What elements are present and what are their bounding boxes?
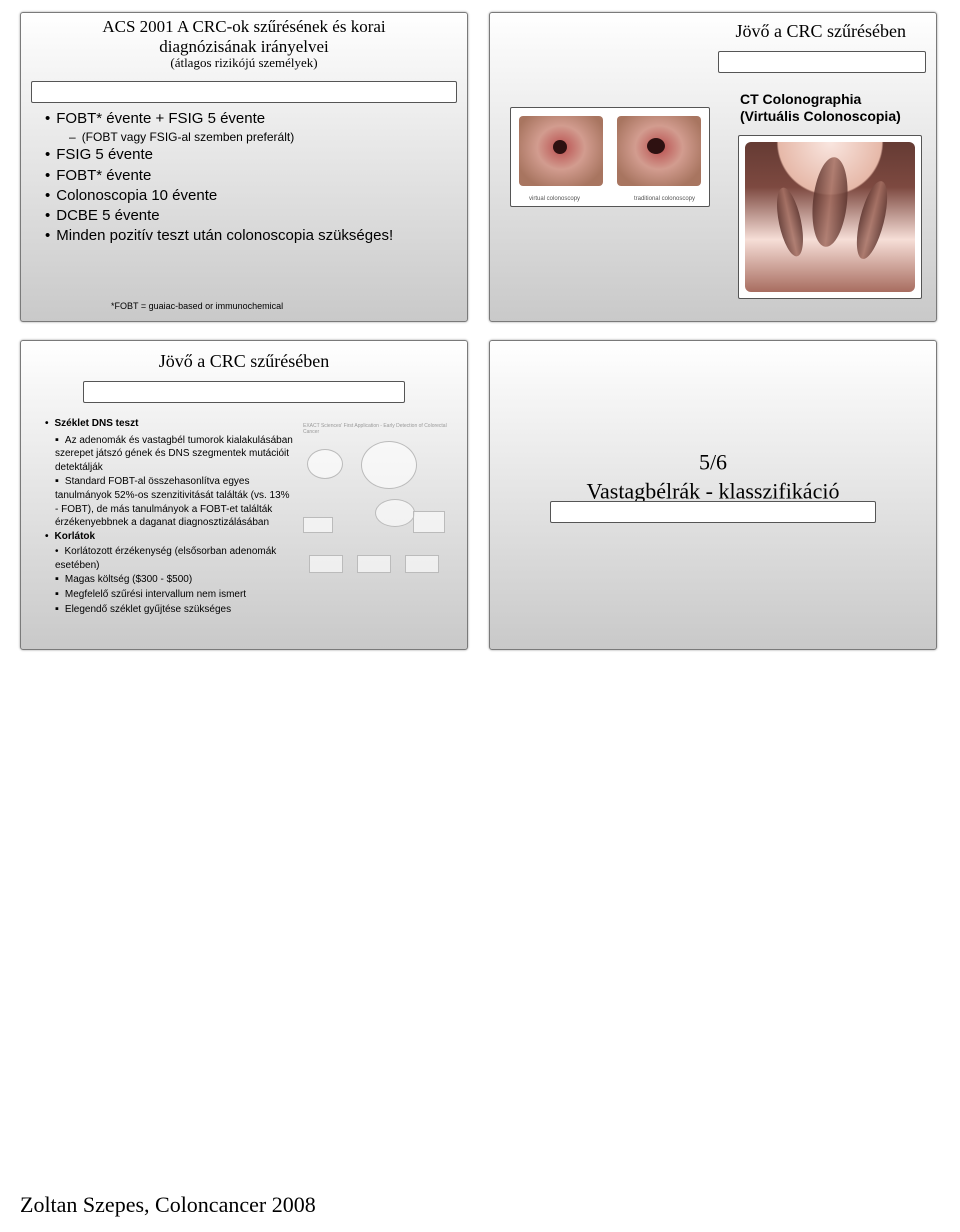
slide3-heading2: Korlátok — [45, 530, 295, 544]
title-bar — [31, 81, 457, 103]
slide3-content: Széklet DNS teszt Az adenomák és vastagb… — [45, 417, 295, 617]
slide1-list: FOBT* évente + FSIG 5 évente (FOBT vagy … — [45, 109, 455, 247]
diagram-caption: EXACT Sciences' First Application - Earl… — [303, 423, 453, 435]
slide1-item: Colonoscopia 10 évente — [45, 186, 455, 206]
diagram-node — [361, 441, 417, 489]
slide-grid: ACS 2001 A CRC-ok szűrésének és korai di… — [20, 12, 940, 650]
page-footer: Zoltan Szepes, Coloncancer 2008 — [20, 1192, 316, 1218]
slide3-bullet: Standard FOBT-al összehasonlítva egyes t… — [55, 474, 295, 529]
slide3-bullet: Elegendő széklet gyűjtése szükséges — [55, 602, 295, 617]
slide1-item: DCBE 5 évente — [45, 206, 455, 226]
slide3-bullet: Az adenomák és vastagbél tumorok kialaku… — [55, 433, 295, 475]
slide1-item-sub: (FOBT vagy FSIG-al szemben preferált) — [69, 129, 455, 145]
traditional-colonoscopy-thumb — [617, 116, 701, 186]
virtual-colonoscopy-thumb — [519, 116, 603, 186]
slide-4: 5/6 Vastagbélrák - klasszifikáció — [489, 340, 937, 650]
diagram-node — [309, 555, 343, 573]
slide3-title: Jövő a CRC szűrésében — [21, 351, 467, 372]
slide3-heading1: Széklet DNS teszt — [45, 417, 295, 431]
slide-1: ACS 2001 A CRC-ok szűrésének és korai di… — [20, 12, 468, 322]
slide3-flow-diagram: EXACT Sciences' First Application - Earl… — [303, 431, 453, 581]
diagram-node — [357, 555, 391, 573]
slide3-bullet: Megfelelő szűrési intervallum nem ismert — [55, 587, 295, 602]
diagram-node — [307, 449, 343, 479]
title-bar — [550, 501, 876, 523]
slide2-caption: CT Colonographia (Virtuális Colonoscopia… — [740, 91, 901, 125]
slide1-footnote: *FOBT = guaiac-based or immunochemical — [111, 301, 283, 311]
slide1-title-line2: diagnózisának irányelvei — [21, 37, 467, 57]
title-bar — [718, 51, 926, 73]
slide3-bullet: Korlátozott érzékenység (elsősorban aden… — [55, 545, 295, 572]
diagram-node — [405, 555, 439, 573]
slide1-title-line1: ACS 2001 A CRC-ok szűrésének és korai — [21, 17, 467, 37]
slide1-item: FSIG 5 évente — [45, 145, 455, 165]
slide3-sublist1: Az adenomák és vastagbél tumorok kialaku… — [55, 433, 295, 530]
slide2-ct-image — [738, 135, 922, 299]
title-bar — [83, 381, 405, 403]
slide2-thumb-cap2: traditional colonoscopy — [634, 196, 695, 202]
diagram-node — [413, 511, 445, 533]
slide1-subtitle: (átlagos rizikójú személyek) — [21, 56, 467, 71]
slide1-item: Minden pozitív teszt után colonoscopia s… — [45, 226, 455, 246]
slide2-thumb-cap1: virtual colonoscopy — [529, 196, 580, 202]
slide-3: Jövő a CRC szűrésében Széklet DNS teszt … — [20, 340, 468, 650]
slide1-item: FOBT* évente + FSIG 5 évente — [45, 109, 455, 129]
slide1-title: ACS 2001 A CRC-ok szűrésének és korai di… — [21, 17, 467, 71]
slide2-caption-l1: CT Colonographia — [740, 91, 901, 108]
slide-2: Jövő a CRC szűrésében CT Colonographia (… — [489, 12, 937, 322]
slide3-sublist2: Korlátozott érzékenység (elsősorban aden… — [55, 545, 295, 572]
slide1-item: FOBT* évente — [45, 166, 455, 186]
ct-render — [745, 142, 915, 292]
diagram-node — [375, 499, 415, 527]
slide4-title: 5/6 Vastagbélrák - klasszifikáció — [490, 447, 936, 506]
slide2-caption-l2: (Virtuális Colonoscopia) — [740, 108, 901, 125]
slide3-bullet: Magas költség ($300 - $500) — [55, 572, 295, 587]
slide2-image-pair: virtual colonoscopy traditional colonosc… — [510, 107, 710, 207]
slide2-title: Jövő a CRC szűrésében — [736, 21, 906, 42]
diagram-node — [303, 517, 333, 533]
slide3-sublist2b: Magas költség ($300 - $500) Megfelelő sz… — [55, 572, 295, 617]
slide4-line1: 5/6 — [490, 447, 936, 477]
